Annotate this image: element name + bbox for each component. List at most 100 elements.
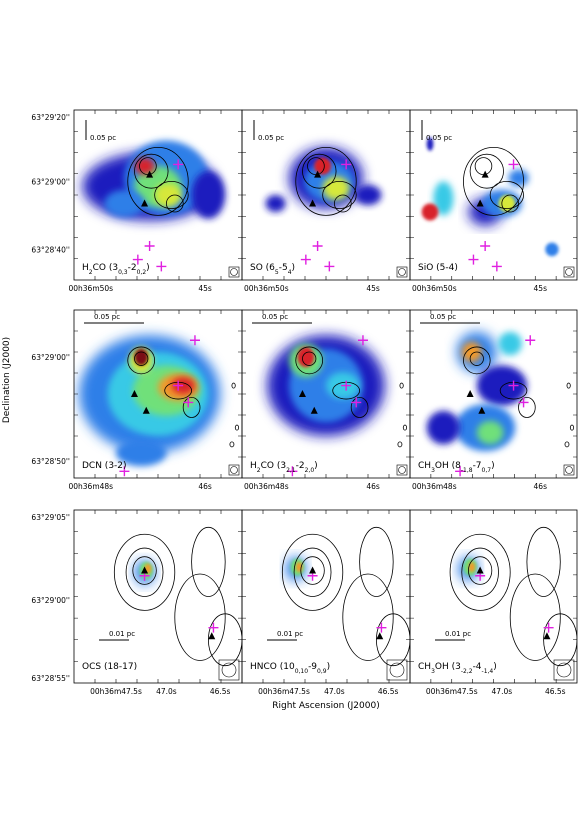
- x-tick-label: 00h36m48s: [244, 482, 289, 491]
- tick-mark: [410, 510, 577, 683]
- y-tick-label: 63°28'40'': [31, 245, 70, 254]
- scale-bar-label: 0.01 pc: [109, 630, 135, 638]
- contour-line: [134, 153, 169, 189]
- tick-mark: [410, 110, 577, 280]
- contour-line: [359, 526, 394, 597]
- contour-line: [132, 556, 157, 585]
- emission-blob: [545, 242, 559, 257]
- scale-bar: 0.05 pc: [421, 120, 452, 142]
- beam-ellipse: [221, 662, 237, 678]
- source-plus-marker: [357, 335, 368, 346]
- source-triangle-marker: [141, 566, 149, 574]
- tick-mark: [74, 310, 242, 478]
- source-triangle-marker: [309, 199, 317, 207]
- scale-bar: 0.05 pc: [84, 313, 144, 324]
- tick-mark: [410, 110, 577, 280]
- map-panel: 0.05 pc DCN (3-2) 00h36m48s 46s: [68, 309, 243, 491]
- beam-ellipse: [230, 268, 238, 276]
- emission-blob: [498, 195, 516, 212]
- tick-mark: [74, 110, 242, 280]
- molecule-label: DCN (3-2): [82, 461, 127, 471]
- source-plus-marker: [189, 335, 200, 346]
- source-plus-marker: [156, 261, 167, 272]
- tick-mark: [74, 110, 242, 280]
- source-plus-marker: [341, 159, 352, 170]
- scale-bar: 0.01 pc: [99, 630, 135, 641]
- contour-line: [469, 351, 484, 366]
- emission-blob: [191, 171, 226, 219]
- contour-line: [154, 180, 189, 209]
- tick-mark: [242, 510, 410, 683]
- map-panel: 0.01 pc HNCO (100,10-90,9) 00h36m47.5s 47.0…: [241, 509, 411, 696]
- source-triangle-marker: [142, 406, 150, 414]
- emission-blob: [314, 157, 332, 175]
- y-tick-label: 63°29'00'': [31, 177, 70, 186]
- tick-mark: [74, 110, 242, 280]
- source-plus-marker: [525, 335, 536, 346]
- tick-mark: [74, 310, 242, 478]
- tick-mark: [410, 310, 577, 478]
- emission-blob: [171, 377, 195, 394]
- scale-bar-label: 0.05 pc: [430, 313, 456, 321]
- emission-blob: [322, 176, 350, 201]
- source-triangle-marker: [146, 170, 154, 178]
- x-tick-label: 46s: [366, 482, 380, 491]
- beam-ellipse: [398, 268, 406, 276]
- tick-mark: [242, 110, 410, 280]
- tick-mark: [74, 510, 242, 683]
- emission-map: [267, 335, 408, 477]
- y-tick-label: 63°28'55'': [31, 674, 70, 683]
- emission-blob: [116, 439, 167, 467]
- source-plus-marker: [468, 254, 479, 265]
- contour-line: [474, 157, 493, 176]
- contour-line: [564, 441, 570, 448]
- contour-line: [191, 526, 226, 597]
- emission-blob: [498, 331, 522, 356]
- tick-mark: [74, 510, 242, 683]
- tick-mark: [242, 310, 410, 478]
- tick-mark: [410, 110, 577, 280]
- contour-line: [134, 351, 149, 366]
- contour-line: [300, 556, 325, 585]
- x-tick-label: 45s: [198, 284, 212, 293]
- scale-bar: 0.01 pc: [267, 630, 303, 641]
- x-tick-label: 47.0s: [156, 687, 177, 696]
- contour-line: [569, 424, 575, 431]
- tick-mark: [242, 110, 410, 280]
- x-tick-label: 00h36m50s: [68, 284, 113, 293]
- x-tick-label: 00h36m47.5s: [90, 687, 142, 696]
- x-tick-label: 00h36m47.5s: [426, 687, 478, 696]
- source-triangle-marker: [298, 390, 306, 397]
- source-plus-marker: [491, 261, 502, 272]
- tick-mark: [74, 310, 242, 478]
- emission-map: [281, 526, 410, 667]
- emission-blob: [426, 137, 434, 151]
- contour-line: [302, 351, 317, 366]
- beam-ellipse: [565, 466, 573, 474]
- x-tick-label: 46.5s: [545, 687, 566, 696]
- beam-ellipse: [556, 662, 572, 678]
- emission-map: [82, 140, 226, 272]
- contour-line: [501, 194, 519, 213]
- beam-box: [386, 659, 408, 681]
- x-tick-label: 45s: [366, 284, 380, 293]
- tick-mark: [74, 110, 242, 280]
- tick-mark: [410, 510, 577, 683]
- tick-mark: [410, 310, 577, 478]
- source-plus-marker: [508, 159, 519, 170]
- beam-box: [218, 659, 240, 681]
- contour-line: [402, 424, 408, 431]
- tick-mark: [242, 310, 410, 478]
- emission-map: [421, 137, 559, 272]
- beam-box: [553, 659, 575, 681]
- emission-blob: [354, 184, 382, 206]
- map-panel: 0.05 pc CH3OH (8-1,8-70,7) 00h36m48s 46s: [409, 309, 578, 491]
- scale-bar-label: 0.05 pc: [90, 134, 116, 142]
- source-plus-marker: [324, 261, 335, 272]
- source-triangle-marker: [376, 632, 384, 640]
- tick-mark: [410, 510, 577, 683]
- molecule-label: H2CO (32,1-22,0): [250, 461, 318, 474]
- tick-mark: [74, 510, 242, 683]
